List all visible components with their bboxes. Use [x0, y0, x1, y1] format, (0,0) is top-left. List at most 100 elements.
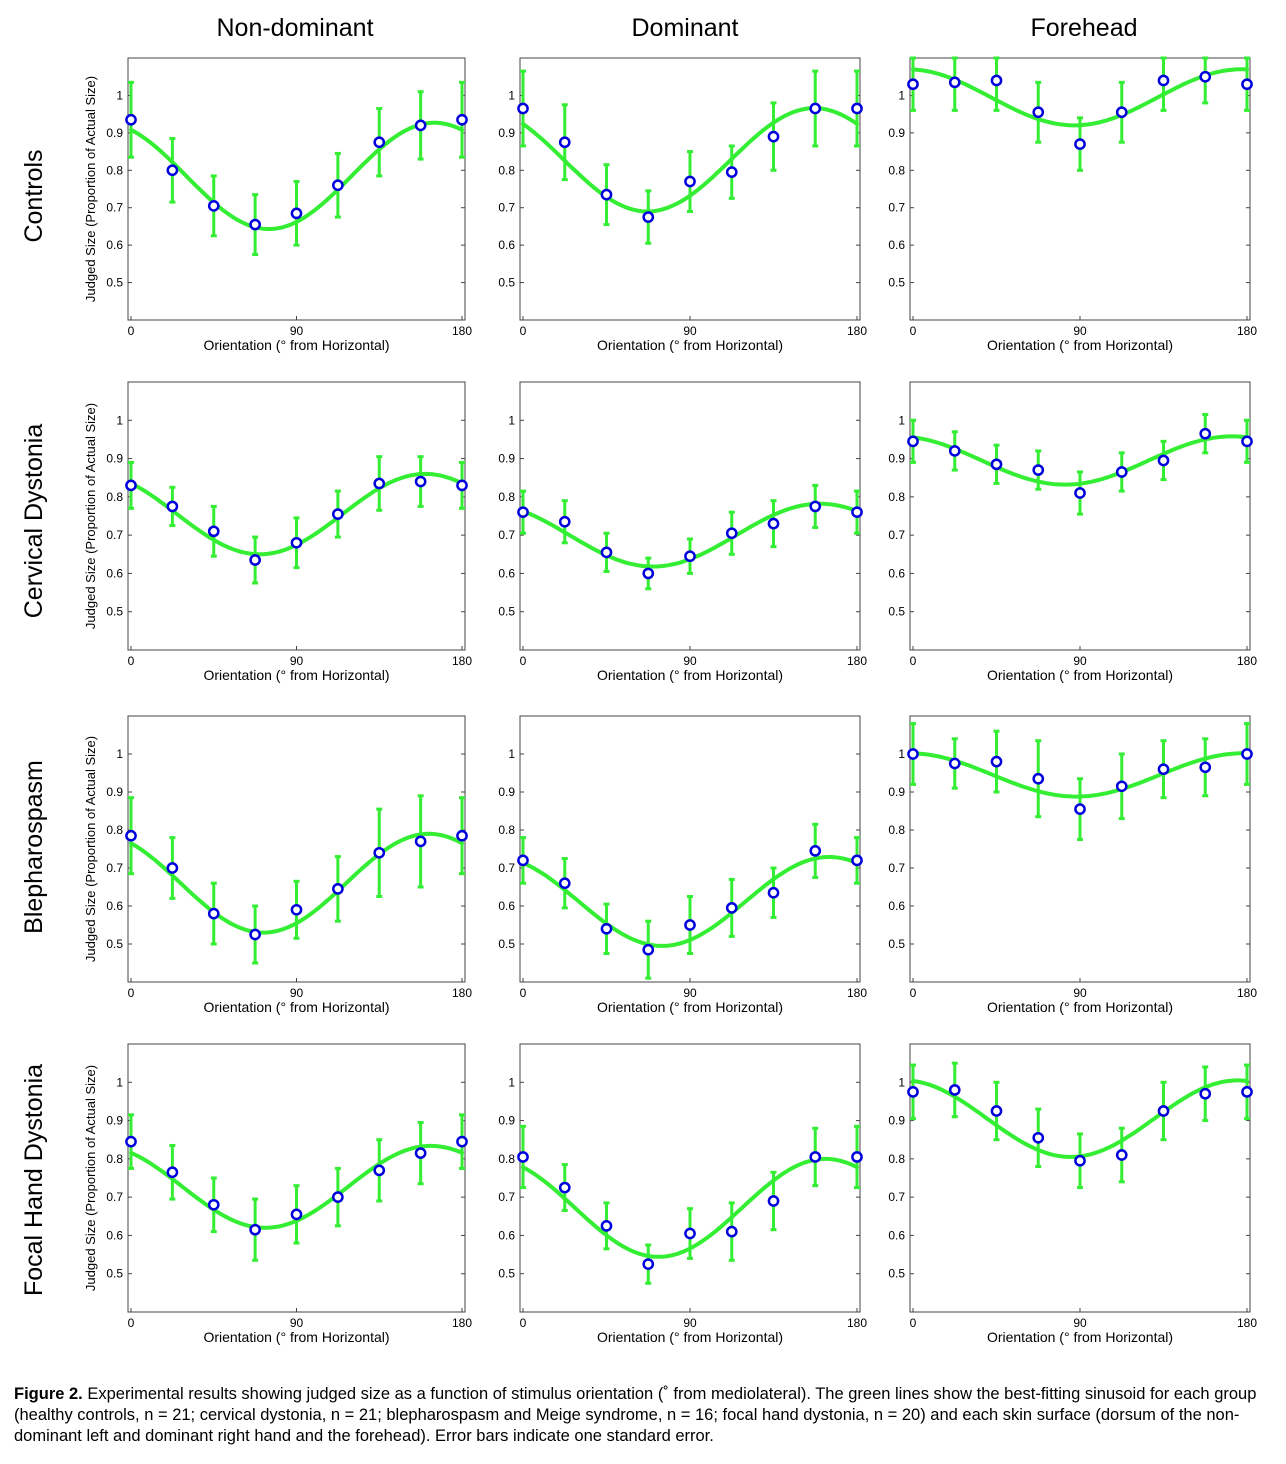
x-tick-label: 90 — [290, 324, 304, 338]
figure-canvas: Non-dominant Dominant Forehead Controls … — [20, 14, 1257, 1345]
x-axis-label: Orientation (° from Horizontal) — [987, 999, 1173, 1015]
data-point — [517, 854, 529, 867]
data-point — [456, 1135, 468, 1148]
x-tick-label: 0 — [520, 654, 527, 668]
x-tick-label: 90 — [683, 324, 697, 338]
y-tick-label: 0.9 — [106, 452, 123, 466]
y-tick-label: 0.5 — [498, 937, 515, 951]
data-point — [373, 136, 386, 149]
y-tick-label: 0.7 — [888, 861, 905, 875]
x-tick-label: 180 — [452, 1316, 472, 1330]
y-tick-label: 0.9 — [498, 452, 515, 466]
data-point — [414, 1147, 427, 1159]
y-tick-label: 0.6 — [498, 899, 515, 913]
data-point — [517, 102, 529, 115]
y-tick-label: 0.9 — [888, 452, 905, 466]
data-point — [125, 1135, 137, 1148]
data-point — [767, 517, 780, 530]
column-title-forehead: Forehead — [1030, 14, 1137, 42]
data-point — [1115, 466, 1128, 478]
data-point — [642, 943, 655, 956]
x-tick-label: 0 — [910, 324, 917, 338]
data-point — [1199, 761, 1212, 774]
data-point — [249, 218, 261, 231]
y-tick-label: 0.7 — [106, 861, 123, 875]
data-point — [414, 475, 427, 488]
x-tick-label: 0 — [520, 324, 527, 338]
x-tick-label: 90 — [290, 1316, 304, 1330]
x-tick-label: 180 — [1237, 986, 1257, 1000]
data-point — [725, 527, 738, 540]
data-point — [1115, 106, 1128, 119]
y-tick-label: 0.9 — [888, 785, 905, 799]
data-point — [1032, 772, 1045, 785]
row-title-controls: Controls — [20, 149, 48, 242]
data-point — [558, 1181, 571, 1194]
y-tick-label: 1 — [116, 1075, 123, 1089]
data-point — [1157, 763, 1170, 776]
x-axis-label: Orientation (° from Horizontal) — [987, 667, 1173, 683]
x-axis-label: Orientation (° from Horizontal) — [597, 999, 783, 1015]
x-tick-label: 0 — [128, 1316, 135, 1330]
y-tick-label: 0.8 — [498, 823, 515, 837]
panel-blepharospasm-non-dominant: 0.5 0.6 0.7 0.8 0.9 1 0 90 180 Orientation (° fro… — [83, 715, 472, 1015]
y-axis-label: Judged Size (Proportion of Actual Size) — [83, 1065, 98, 1291]
data-point — [125, 829, 137, 842]
data-point — [600, 922, 613, 935]
data-point — [373, 477, 386, 490]
y-tick-label: 0.8 — [106, 1152, 123, 1166]
x-axis-label: Orientation (° from Horizontal) — [597, 337, 783, 353]
data-point — [851, 1151, 863, 1163]
panel-controls-forehead: 0.5 0.6 0.7 0.8 0.9 1 0 90 180 Orientation (° fro… — [888, 56, 1257, 353]
data-point — [558, 515, 571, 528]
y-tick-label: 0.9 — [888, 1114, 905, 1128]
y-tick-label: 0.9 — [106, 1114, 123, 1128]
x-tick-label: 180 — [847, 654, 867, 668]
data-point — [1074, 138, 1086, 150]
y-tick-label: 1 — [898, 747, 905, 761]
data-point — [1157, 74, 1170, 87]
x-axis-label: Orientation (° from Horizontal) — [987, 337, 1173, 353]
data-point — [600, 546, 613, 559]
data-point — [684, 919, 696, 931]
y-tick-label: 0.7 — [888, 528, 905, 542]
data-point — [373, 1164, 386, 1177]
x-tick-label: 180 — [452, 986, 472, 1000]
x-tick-label: 0 — [910, 986, 917, 1000]
y-tick-label: 0.8 — [888, 823, 905, 837]
y-tick-label: 0.7 — [106, 528, 123, 542]
x-tick-label: 90 — [290, 986, 304, 1000]
x-tick-label: 180 — [847, 1316, 867, 1330]
data-point — [948, 757, 961, 770]
panel-controls-non-dominant: 0.5 0.6 0.7 0.8 0.9 1 0 90 180 Orientation (° fro… — [83, 57, 472, 353]
x-tick-label: 0 — [128, 986, 135, 1000]
y-tick-label: 0.9 — [498, 1114, 515, 1128]
chart-panels: 0.5 0.6 0.7 0.8 0.9 1 0 90 180 Orientation (° fro… — [83, 56, 1257, 1345]
panel-cervical-dystonia-forehead: 0.5 0.6 0.7 0.8 0.9 1 0 90 180 Orientation (° fro… — [888, 381, 1257, 683]
x-tick-label: 90 — [1073, 1316, 1087, 1330]
x-tick-label: 90 — [683, 986, 697, 1000]
y-tick-label: 0.8 — [498, 490, 515, 504]
y-tick-label: 0.6 — [498, 1228, 515, 1242]
data-point — [851, 102, 863, 115]
row-titles: Controls Cervical Dystonia Blepharospasm… — [20, 149, 48, 1296]
data-point — [809, 102, 822, 115]
data-point — [1157, 1105, 1170, 1117]
data-point — [1199, 427, 1212, 440]
y-tick-label: 1 — [508, 413, 515, 427]
data-point — [1241, 1086, 1253, 1098]
data-point — [1241, 78, 1253, 91]
panel-controls-dominant: 0.5 0.6 0.7 0.8 0.9 1 0 90 180 Orientation (° fro… — [498, 57, 867, 353]
y-tick-label: 0.6 — [106, 238, 123, 252]
data-point — [684, 1227, 696, 1240]
axes-frame — [909, 381, 1251, 651]
data-point — [600, 1220, 613, 1232]
x-axis-label: Orientation (° from Horizontal) — [597, 1329, 783, 1345]
x-axis-label: Orientation (° from Horizontal) — [203, 999, 389, 1015]
data-point — [207, 199, 220, 212]
x-tick-label: 0 — [128, 324, 135, 338]
y-tick-label: 0.8 — [498, 1152, 515, 1166]
data-point — [456, 829, 468, 842]
data-point — [990, 458, 1003, 471]
y-tick-label: 1 — [508, 1075, 515, 1089]
